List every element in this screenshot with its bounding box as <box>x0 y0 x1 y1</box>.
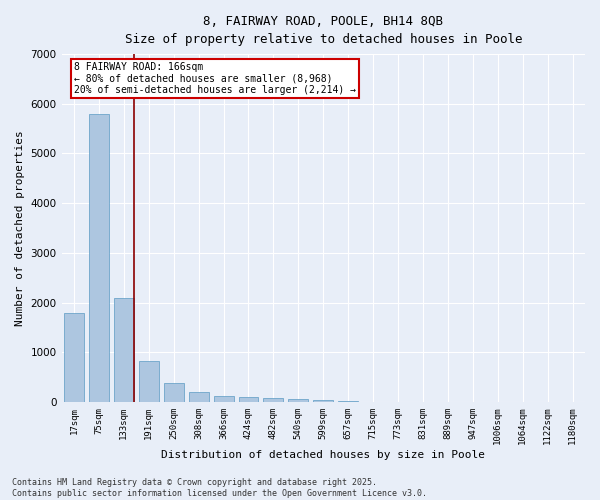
Bar <box>89 114 109 402</box>
Bar <box>263 398 283 402</box>
Bar <box>139 361 159 402</box>
Bar <box>64 312 84 402</box>
Bar <box>164 383 184 402</box>
Text: 8 FAIRWAY ROAD: 166sqm
← 80% of detached houses are smaller (8,968)
20% of semi-: 8 FAIRWAY ROAD: 166sqm ← 80% of detached… <box>74 62 356 95</box>
Title: 8, FAIRWAY ROAD, POOLE, BH14 8QB
Size of property relative to detached houses in: 8, FAIRWAY ROAD, POOLE, BH14 8QB Size of… <box>125 15 522 46</box>
Bar <box>214 396 233 402</box>
X-axis label: Distribution of detached houses by size in Poole: Distribution of detached houses by size … <box>161 450 485 460</box>
Bar <box>289 399 308 402</box>
Bar <box>114 298 134 402</box>
Bar <box>338 401 358 402</box>
Y-axis label: Number of detached properties: Number of detached properties <box>15 130 25 326</box>
Bar <box>188 392 209 402</box>
Bar <box>313 400 333 402</box>
Text: Contains HM Land Registry data © Crown copyright and database right 2025.
Contai: Contains HM Land Registry data © Crown c… <box>12 478 427 498</box>
Bar <box>239 398 259 402</box>
